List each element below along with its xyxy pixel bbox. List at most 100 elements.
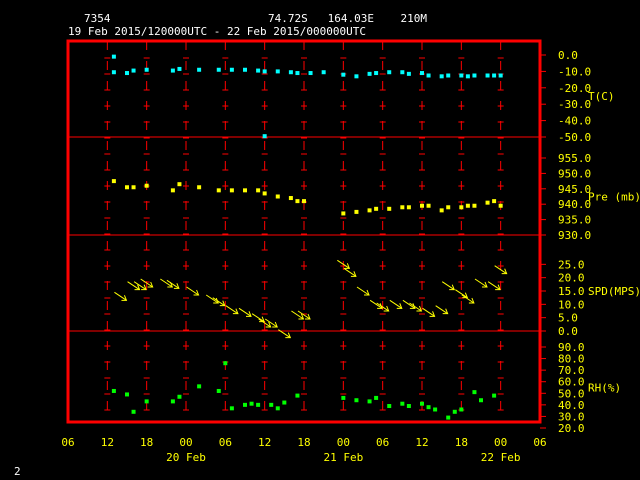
data-point [125,392,129,397]
data-point [498,203,503,208]
x-tick-label: 12 [415,436,428,449]
y-axis-label: T(C) [588,90,615,103]
wind-arrowhead [173,283,180,289]
station-location: 74.72S 164.03E 210M [268,12,427,25]
data-point [498,73,503,78]
data-point [177,182,182,187]
data-point [446,205,451,210]
data-point [426,203,431,208]
wind-arrowhead [121,295,128,301]
data-point [177,394,182,399]
data-point [367,71,372,76]
data-point [111,70,116,75]
data-point [131,409,136,414]
data-point [465,203,470,208]
wind-arrowhead [495,284,501,291]
x-tick-label: 06 [533,436,546,449]
y-tick-label: 10.0 [558,298,585,311]
wind-arrow [205,294,219,304]
wind-arrow [487,281,501,291]
wind-arrowhead [193,289,200,296]
wind-arrowhead [298,313,305,320]
data-point [295,71,300,76]
page-number: 2 [14,465,21,478]
data-point [465,74,470,79]
wind-arrow [160,278,173,288]
data-point [420,71,424,76]
y-tick-label: 935.0 [558,214,591,227]
data-point [472,203,477,208]
data-point [288,196,293,201]
wind-arrowhead [416,305,423,312]
axes: 0.0 -10.0 -20.0 -30.0 -40.0 -50.0 T(C) 955.0 950… [61,49,640,464]
data-point [433,407,438,412]
y-tick-label: 950.0 [558,167,591,180]
wind-arrow [114,291,127,301]
data-point [492,199,497,204]
wind-arrowhead [272,321,278,328]
y-tick-label: 70.0 [558,364,585,377]
wind-arrow [441,281,455,291]
y-tick-label: 940.0 [558,198,591,211]
y-tick-label: -10.0 [558,65,591,78]
wind-arrow [402,299,416,309]
y-tick-label: 20.0 [558,272,585,285]
data-point [144,67,149,72]
data-point [111,54,116,59]
y-tick-label: 930.0 [558,229,591,242]
wind-arrowhead [383,305,390,312]
data-point [223,361,228,366]
y-tick-label: 0.0 [558,325,578,338]
data-point [387,70,392,75]
data-point [354,398,359,403]
station-id: 7354 [84,12,111,25]
data-point [282,400,287,405]
wind-arrowhead [468,297,475,304]
y-tick-label: 945.0 [558,183,591,196]
data-point [275,406,280,411]
data-point [269,402,274,407]
wind-arrow [264,318,278,328]
data-point [446,73,451,78]
wind-arrowhead [213,297,219,304]
date-label: 20 Feb [166,451,206,464]
y-tick-label: -20.0 [558,82,591,95]
wind-arrow [343,267,357,277]
data-point [170,399,175,404]
wind-arrowhead [364,289,370,296]
data-point [216,67,221,72]
data-point [374,206,379,211]
data-point [472,73,477,78]
wind-arrow [225,305,239,315]
wind-arrow [212,297,226,307]
wind-arrowhead [429,311,436,317]
data-point [125,185,129,190]
wind-arrowhead [396,303,403,309]
wind-arrow [140,278,153,288]
wind-arrow [127,281,140,291]
data-point [170,188,175,193]
data-point [492,73,497,78]
data-point [354,209,359,214]
wind-arrowhead [285,332,292,339]
wind-arrowhead [442,308,449,315]
wind-arrow [297,310,311,320]
data-point [216,188,221,193]
data-point [177,66,182,71]
data-point [452,409,457,414]
data-point [288,70,293,75]
wind-arrowhead [409,303,416,309]
data-point [197,384,202,389]
wind-arrow [238,307,252,317]
data-point [131,185,136,190]
wind-arrowhead [134,284,141,291]
data-point [400,401,405,406]
data-point [367,208,372,213]
data-point [406,205,411,210]
wind-arrow [291,310,304,320]
data-point [426,73,431,78]
x-tick-label: 18 [297,436,310,449]
data-point [400,70,405,75]
